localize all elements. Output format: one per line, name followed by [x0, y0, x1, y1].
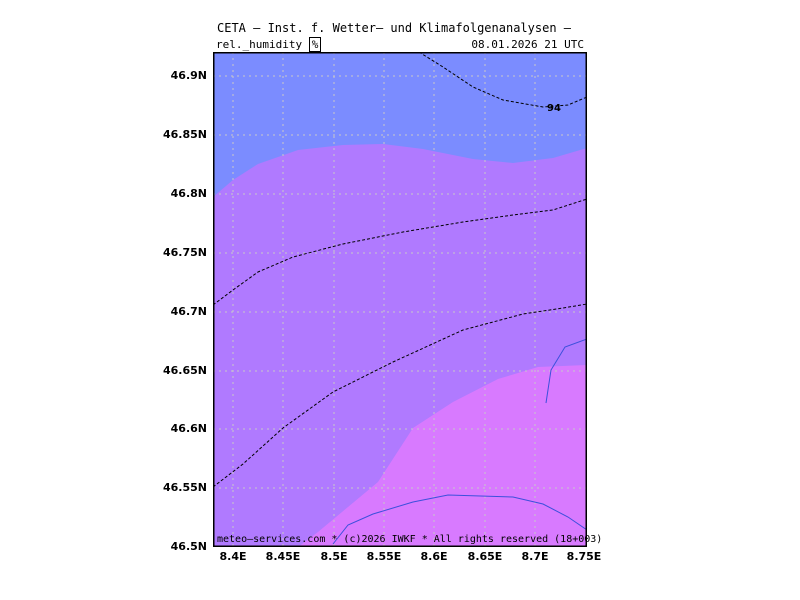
y-label-46.9N: 46.9N [170, 69, 207, 82]
y-label-46.6N: 46.6N [170, 422, 207, 435]
contour-label-94: 94 [547, 103, 561, 114]
humidity-band-low [298, 365, 587, 547]
y-label-46.7N: 46.7N [170, 305, 207, 318]
humidity-map: 94 [213, 52, 587, 547]
x-label-8.65E: 8.65E [467, 550, 503, 563]
y-label-46.65N: 46.65N [163, 364, 207, 377]
y-label-46.8N: 46.8N [170, 187, 207, 200]
humidity-contours [213, 52, 587, 488]
y-label-46.55N: 46.55N [163, 481, 207, 494]
graticule [213, 52, 587, 547]
map-frame [213, 52, 587, 547]
coastline [332, 338, 587, 545]
y-label-46.5N: 46.5N [170, 540, 207, 553]
parameter-name: rel._humidity [216, 38, 303, 51]
valid-datetime: 08.01.2026 21 UTC [471, 38, 584, 51]
map-title: CETA — Inst. f. Wetter— und Klimafolgena… [217, 21, 572, 35]
x-label-8.75E: 8.75E [566, 550, 602, 563]
x-label-8.6E: 8.6E [420, 550, 448, 563]
x-label-8.4E: 8.4E [219, 550, 247, 563]
y-label-46.85N: 46.85N [163, 128, 207, 141]
x-label-8.45E: 8.45E [265, 550, 301, 563]
copyright-notice: meteo—services.com * (c)2026 IWKF * All … [217, 534, 603, 545]
x-label-8.55E: 8.55E [366, 550, 402, 563]
x-label-8.5E: 8.5E [320, 550, 348, 563]
y-label-46.75N: 46.75N [163, 246, 207, 259]
map-subheader: rel._humidity % 08.01.2026 21 UTC [213, 37, 587, 52]
unit-box: % [308, 37, 322, 52]
parameter-label: rel._humidity % [216, 37, 322, 52]
x-label-8.7E: 8.7E [521, 550, 549, 563]
